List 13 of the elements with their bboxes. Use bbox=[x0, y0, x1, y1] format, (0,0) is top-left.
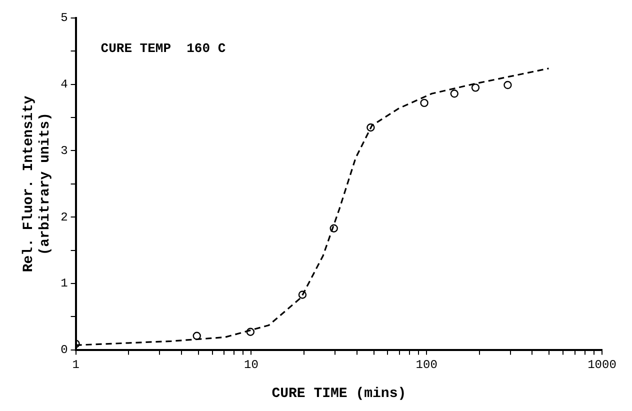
y-tick-label: 3 bbox=[60, 144, 68, 158]
y-tick-label: 1 bbox=[60, 276, 68, 291]
x-tick-label: 1000 bbox=[588, 358, 616, 372]
y-tick-label: 5 bbox=[60, 11, 68, 26]
y-axis-title: Rel. Fluor. Intensity (arbitrary units) bbox=[20, 95, 54, 272]
x-tick-label: 1 bbox=[72, 358, 80, 372]
y-tick-label: 2 bbox=[60, 210, 68, 224]
annotation: CURE TEMP 160 C bbox=[100, 40, 226, 56]
x-tick-label: 10 bbox=[244, 358, 258, 372]
x-tick-label: 100 bbox=[416, 358, 438, 372]
x-axis-title: CURE TIME (mins) bbox=[272, 386, 406, 402]
y-tick-label: 0 bbox=[60, 342, 68, 357]
y-tick-label: 4 bbox=[60, 78, 68, 92]
